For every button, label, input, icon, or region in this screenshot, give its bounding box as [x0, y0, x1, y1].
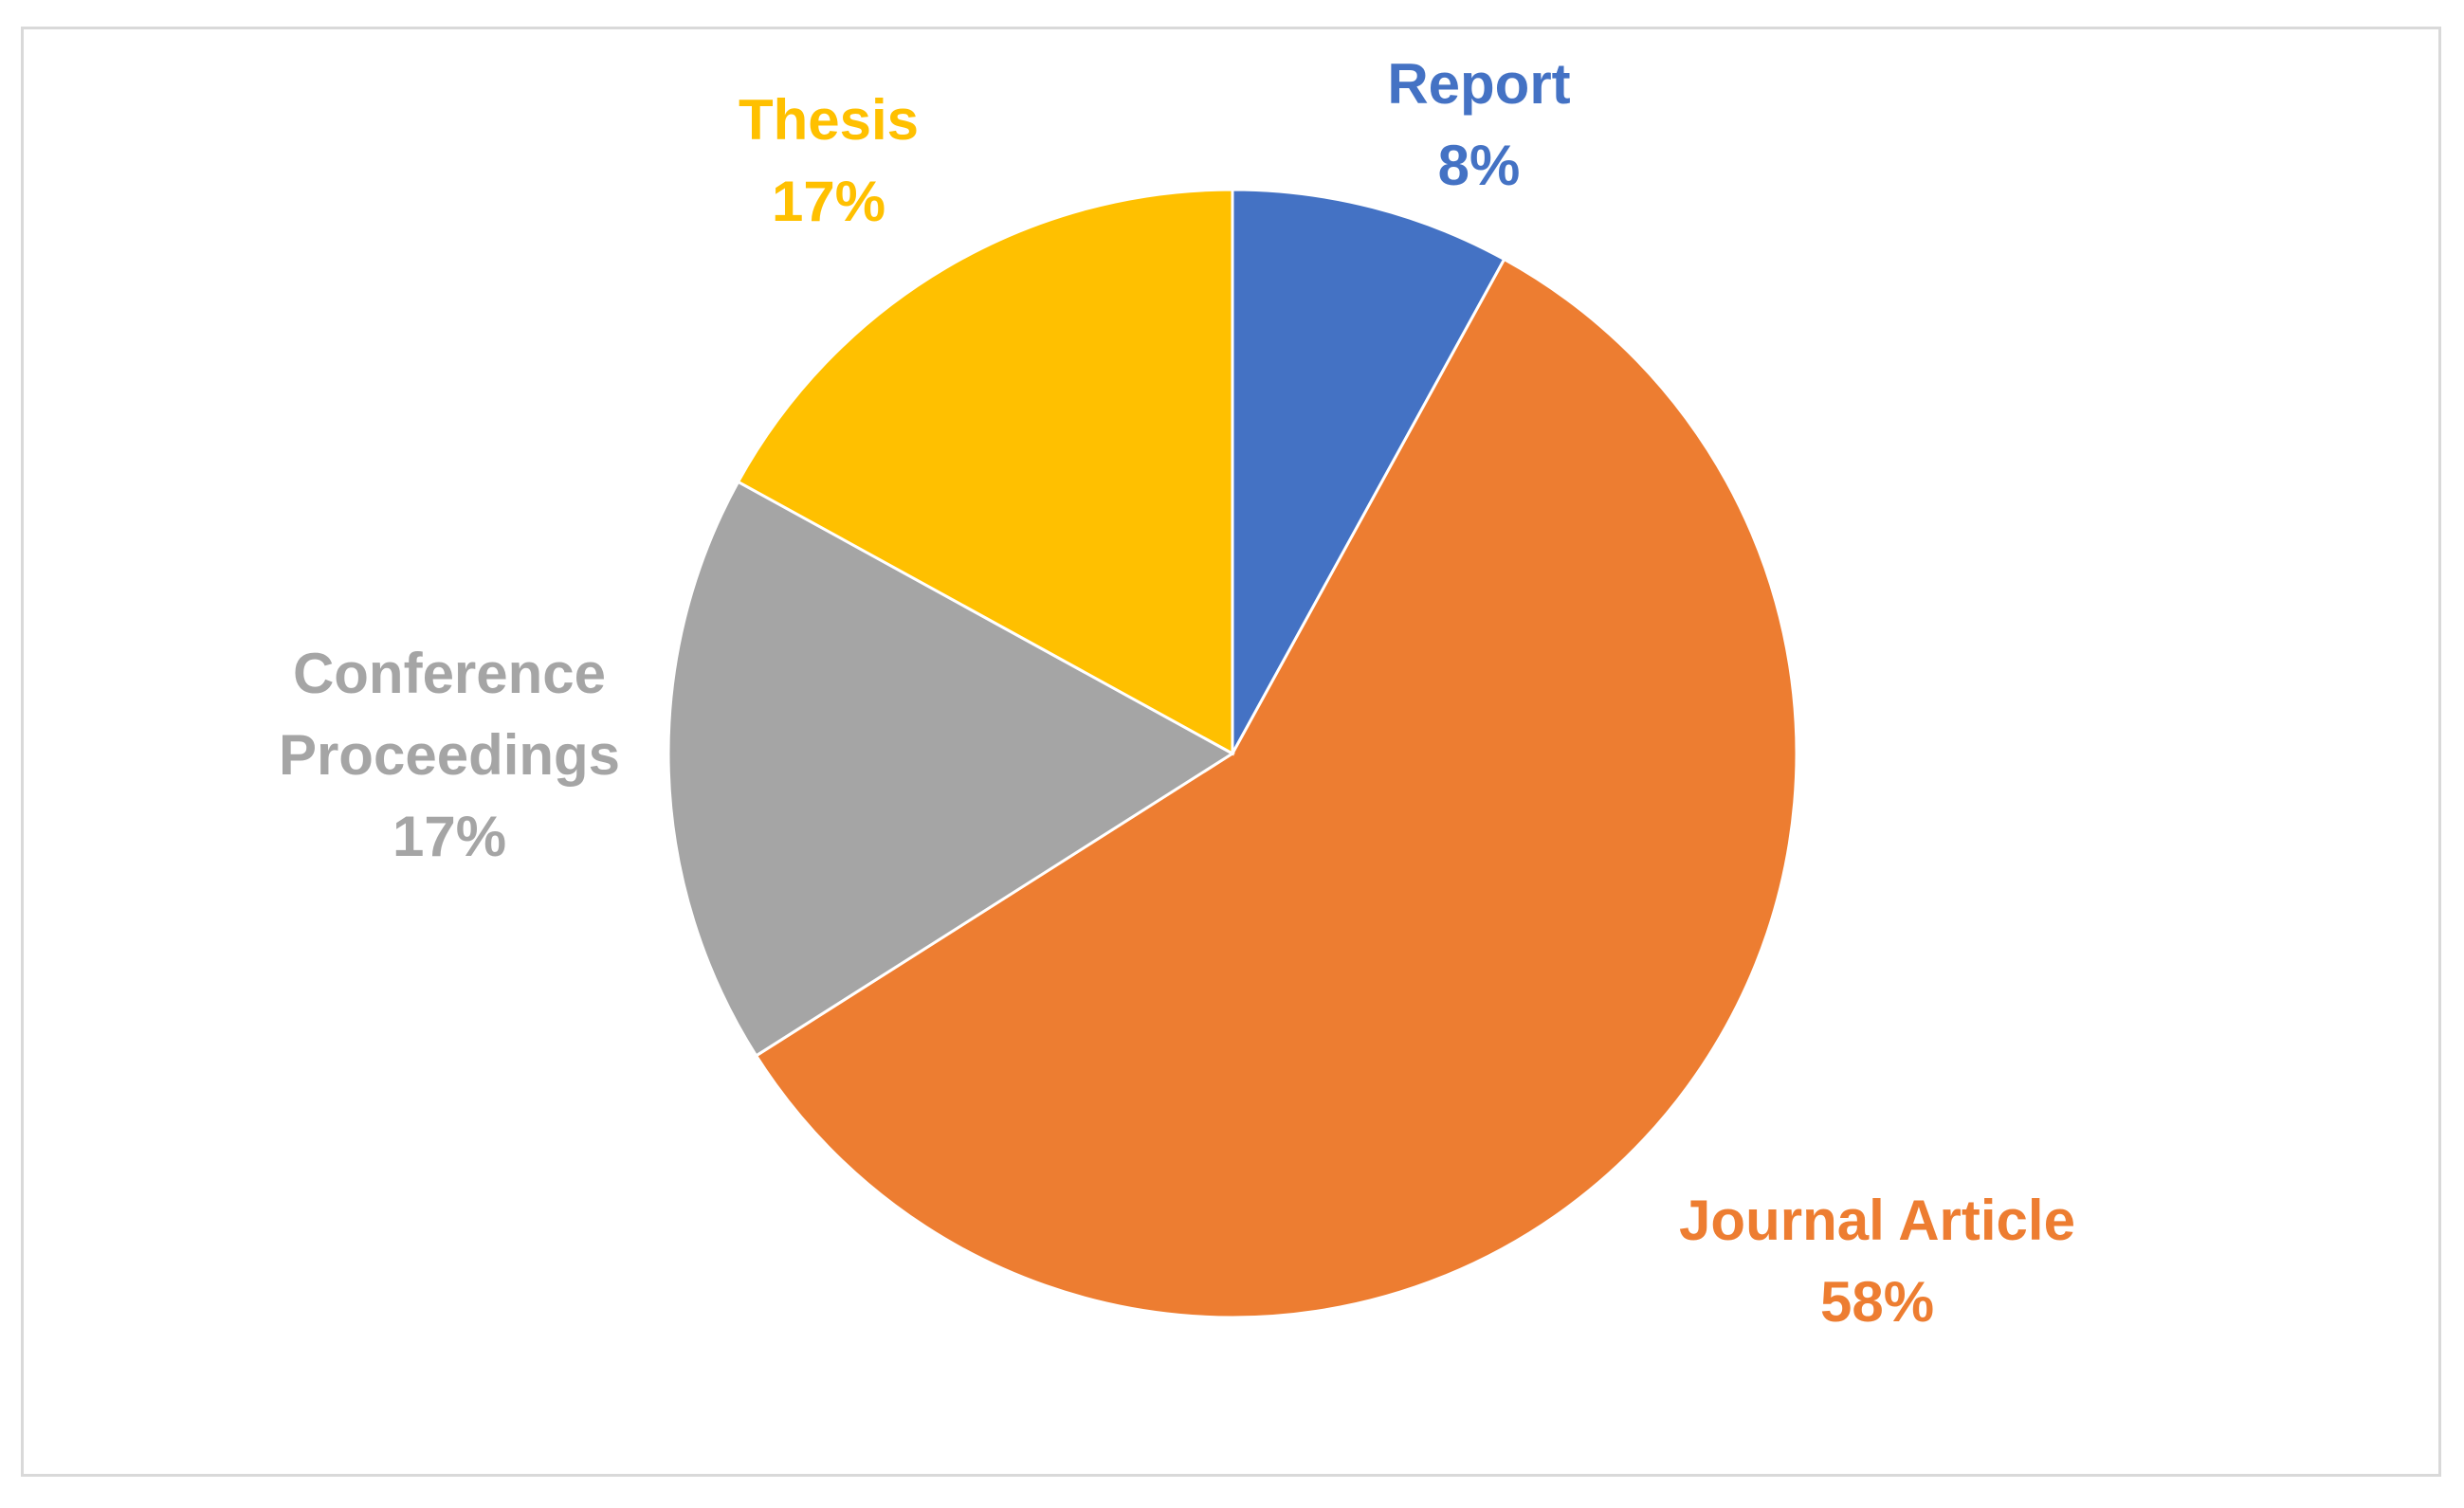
label-report-percent: 8% [1100, 125, 1858, 207]
label-report: Report 8% [1100, 44, 1858, 207]
pie-slices [668, 190, 1797, 1317]
label-report-category: Report [1100, 44, 1858, 125]
label-thesis-category: Thesis [449, 80, 1208, 161]
label-conference-proceedings-category-line2: Proceedings [70, 715, 829, 796]
label-journal-article: Journal Article 58% [1498, 1180, 2256, 1343]
label-journal-article-category: Journal Article [1498, 1180, 2256, 1262]
label-thesis: Thesis 17% [449, 80, 1208, 243]
label-conference-proceedings: Conference Proceedings 17% [70, 633, 829, 878]
label-journal-article-percent: 58% [1498, 1262, 2256, 1343]
label-conference-proceedings-category-line1: Conference [70, 633, 829, 715]
label-thesis-percent: 17% [449, 161, 1208, 243]
label-conference-proceedings-percent: 17% [70, 796, 829, 878]
